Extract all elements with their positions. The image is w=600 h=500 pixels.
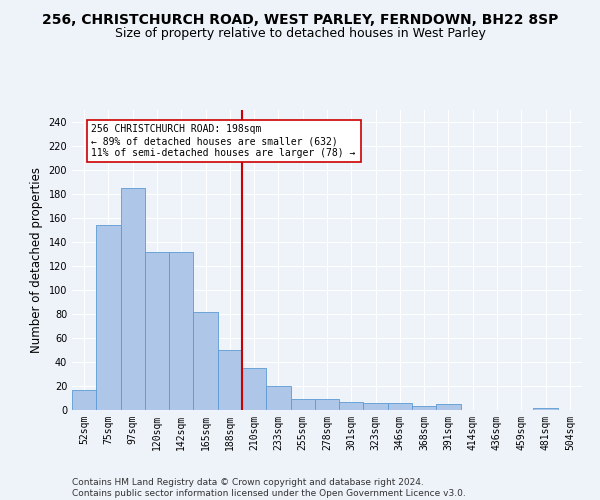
Text: 256 CHRISTCHURCH ROAD: 198sqm
← 89% of detached houses are smaller (632)
11% of : 256 CHRISTCHURCH ROAD: 198sqm ← 89% of d…	[91, 124, 356, 158]
Bar	[121, 188, 145, 410]
Bar	[412, 406, 436, 410]
Bar	[266, 386, 290, 410]
Bar	[339, 402, 364, 410]
Bar	[242, 368, 266, 410]
Bar	[436, 404, 461, 410]
Text: 256, CHRISTCHURCH ROAD, WEST PARLEY, FERNDOWN, BH22 8SP: 256, CHRISTCHURCH ROAD, WEST PARLEY, FER…	[42, 12, 558, 26]
Bar	[193, 312, 218, 410]
Bar	[290, 399, 315, 410]
Bar	[145, 252, 169, 410]
Bar	[388, 403, 412, 410]
Bar	[364, 403, 388, 410]
Bar	[72, 390, 96, 410]
Bar	[218, 350, 242, 410]
Bar	[533, 408, 558, 410]
Text: Size of property relative to detached houses in West Parley: Size of property relative to detached ho…	[115, 28, 485, 40]
Bar	[315, 399, 339, 410]
Y-axis label: Number of detached properties: Number of detached properties	[30, 167, 43, 353]
Bar	[169, 252, 193, 410]
Bar	[96, 225, 121, 410]
Text: Contains HM Land Registry data © Crown copyright and database right 2024.
Contai: Contains HM Land Registry data © Crown c…	[72, 478, 466, 498]
